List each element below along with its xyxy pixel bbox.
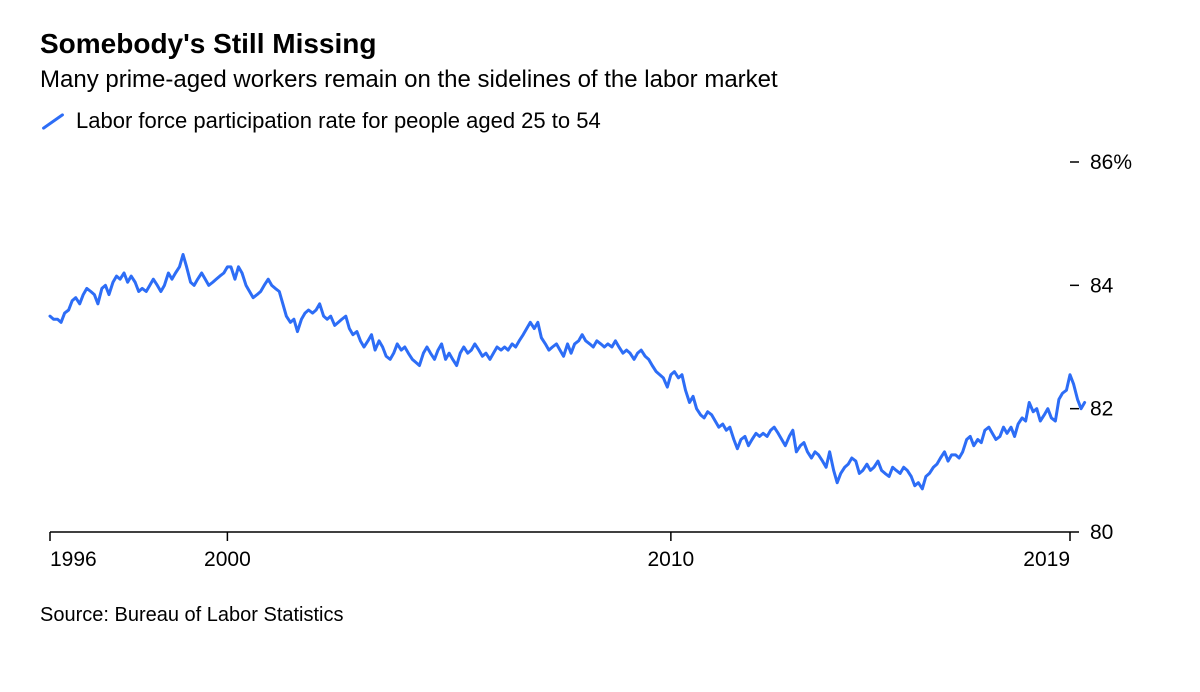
x-tick-label: 2019 <box>1023 548 1070 571</box>
x-tick-label: 2000 <box>204 548 251 571</box>
legend-line-icon <box>41 112 64 129</box>
line-chart: 1996 2000 2010 2019 80 82 84 86% <box>40 152 1160 582</box>
legend-label: Labor force participation rate for peopl… <box>76 108 601 134</box>
y-tick-label: 80 <box>1090 521 1113 544</box>
chart-title: Somebody's Still Missing <box>40 28 1160 60</box>
y-tick-label: 84 <box>1090 274 1114 297</box>
chart-area: 1996 2000 2010 2019 80 82 84 86% <box>40 152 1160 582</box>
y-tick-label: 82 <box>1090 398 1113 421</box>
chart-subtitle: Many prime-aged workers remain on the si… <box>40 66 1160 94</box>
chart-legend: Labor force participation rate for peopl… <box>40 108 1160 134</box>
x-tick-label: 1996 <box>50 548 97 571</box>
x-tick-label: 2010 <box>648 548 695 571</box>
chart-source: Source: Bureau of Labor Statistics <box>40 604 1160 627</box>
y-tick-label: 86% <box>1090 152 1132 174</box>
series-line <box>50 255 1085 489</box>
